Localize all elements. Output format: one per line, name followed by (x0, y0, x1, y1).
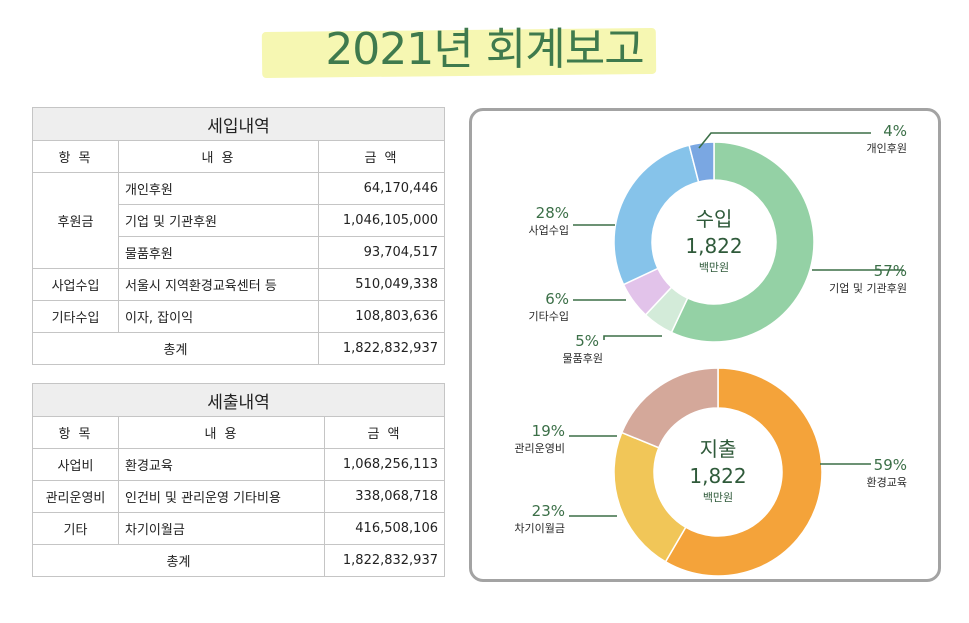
total-row: 총계 1,822,832,937 (32, 332, 445, 365)
percent-label: 57% (874, 262, 907, 280)
header-amount: 금 액 (324, 416, 445, 449)
center-title: 지출 (700, 437, 737, 461)
header-content: 내 용 (118, 140, 319, 173)
amount-cell: 108,803,636 (318, 300, 445, 333)
header-category: 항 목 (32, 416, 119, 449)
item-cell: 개인후원 (118, 172, 319, 205)
amount-cell: 64,170,446 (318, 172, 445, 205)
center-value: 1,822 (685, 234, 742, 258)
expense-caption: 세출내역 (32, 383, 445, 417)
donut-slice (613, 431, 687, 563)
table-row: 기타수입 이자, 잡이익 108,803,636 (32, 300, 445, 333)
leader-line (698, 132, 871, 149)
category-cell: 기타수입 (32, 300, 119, 333)
item-cell: 차기이월금 (118, 512, 325, 545)
page-title: 2021년 회계보고 (325, 24, 644, 75)
table-row: 사업비 환경교육 1,068,256,113 (32, 448, 445, 481)
slice-label: 관리운영비 (514, 442, 565, 455)
category-cell: 기타 (32, 512, 119, 545)
amount-cell: 338,068,718 (324, 480, 445, 513)
header-category: 항 목 (32, 140, 119, 173)
category-cell: 사업수입 (32, 268, 119, 301)
total-label: 총계 (32, 332, 319, 365)
total-amount: 1,822,832,937 (324, 544, 445, 577)
item-cell: 물품후원 (118, 236, 319, 269)
table-row: 관리운영비 인건비 및 관리운영 기타비용 338,068,718 (32, 480, 445, 513)
category-cell: 사업비 (32, 448, 119, 481)
amount-cell: 510,049,338 (318, 268, 445, 301)
total-label: 총계 (32, 544, 325, 577)
item-cell: 이자, 잡이익 (118, 300, 319, 333)
amount-cell: 416,508,106 (324, 512, 445, 545)
percent-label: 28% (536, 204, 569, 222)
slice-label: 물품후원 (563, 352, 603, 365)
total-row: 총계 1,822,832,937 (32, 544, 445, 577)
total-amount: 1,822,832,937 (318, 332, 445, 365)
center-title: 수입 (696, 207, 733, 231)
donut-slice (670, 141, 815, 343)
item-cell: 인건비 및 관리운영 기타비용 (118, 480, 325, 513)
slice-label: 개인후원 (867, 142, 907, 155)
table-row: 사업수입 서울시 지역환경교육센터 등 510,049,338 (32, 268, 445, 301)
table-row: 기타 차기이월금 416,508,106 (32, 512, 445, 545)
slice-label: 사업수입 (529, 224, 569, 237)
center-value: 1,822 (689, 464, 746, 488)
amount-cell: 1,046,105,000 (318, 204, 445, 237)
center-unit: 백만원 (703, 491, 733, 504)
percent-label: 4% (883, 122, 907, 140)
donut-slice (613, 144, 700, 286)
percent-label: 23% (532, 502, 565, 520)
table-row: 물품후원 93,704,517 (33, 236, 445, 269)
income-caption: 세입내역 (32, 107, 445, 141)
income-table: 세입내역 항 목 내 용 금 액 후원금 개인후원 64,170,446 기업 … (32, 107, 445, 365)
slice-label: 환경교육 (867, 476, 907, 489)
table-row: 후원금 개인후원 64,170,446 (32, 172, 445, 269)
category-cell: 후원금 (32, 172, 119, 269)
leader-line (603, 335, 662, 340)
donut-slice (664, 367, 823, 577)
item-cell: 환경교육 (118, 448, 325, 481)
header-amount: 금 액 (318, 140, 445, 173)
item-cell: 기업 및 기관후원 (118, 204, 319, 237)
percent-label: 6% (545, 290, 569, 308)
donut-slice (688, 141, 715, 183)
title-area: 2021년 회계보고 (0, 14, 969, 84)
slice-label: 기타수입 (529, 310, 569, 323)
percent-label: 5% (575, 332, 599, 350)
chart-panel (469, 108, 941, 582)
item-cell: 서울시 지역환경교육센터 등 (118, 268, 319, 301)
percent-label: 19% (532, 422, 565, 440)
amount-cell: 1,068,256,113 (324, 448, 445, 481)
amount-cell: 93,704,517 (318, 236, 445, 269)
center-unit: 백만원 (699, 261, 729, 274)
category-cell: 관리운영비 (32, 480, 119, 513)
slice-label: 차기이월금 (514, 522, 565, 535)
header-content: 내 용 (118, 416, 325, 449)
slice-label: 기업 및 기관후원 (829, 282, 907, 295)
table-row: 기업 및 기관후원 1,046,105,000 (33, 204, 445, 237)
percent-label: 59% (874, 456, 907, 474)
expense-table: 세출내역 항 목 내 용 금 액 사업비 환경교육 1,068,256,113 … (32, 383, 445, 577)
donut-slice (620, 367, 719, 449)
